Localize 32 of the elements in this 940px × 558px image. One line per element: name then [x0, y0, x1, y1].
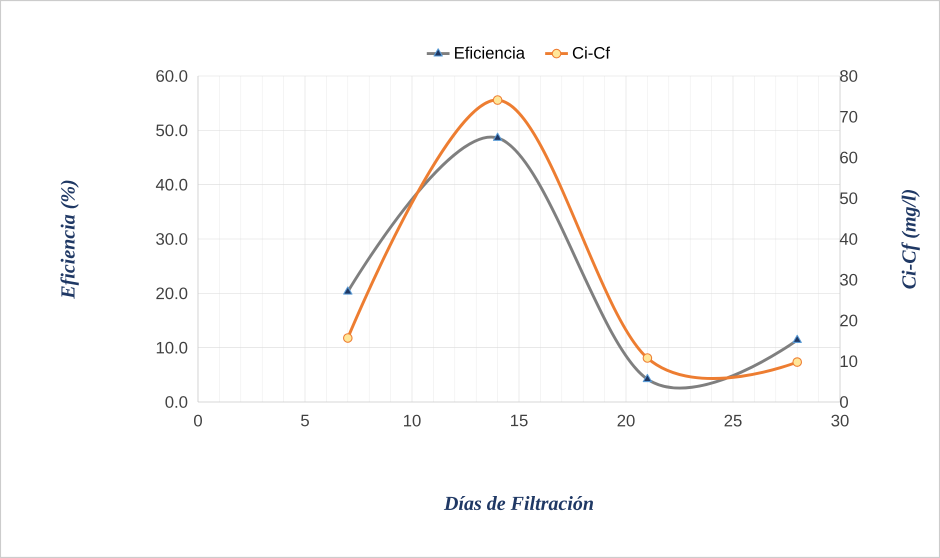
y-tick-label: 0.0: [165, 396, 188, 408]
x-axis-title: Días de Filtración: [444, 496, 594, 510]
y-tick-label: 30.0: [156, 233, 188, 245]
y2-tick-label: 50: [840, 192, 858, 204]
y2-tick-label: 60: [840, 152, 858, 164]
y2-tick-label: 40: [840, 233, 858, 245]
y2-tick-label: 30: [840, 274, 858, 286]
y2-tick-label: 70: [840, 110, 858, 123]
x-tick-label: 10: [404, 414, 421, 427]
y-tick-label: 60.0: [156, 70, 188, 82]
x-tick-label: 15: [511, 414, 528, 426]
y2-tick-label: 10: [840, 355, 858, 368]
y2-tick-label: 0: [840, 396, 848, 408]
x-tick-label: 5: [301, 414, 309, 426]
y-axis-title: Eficiencia (%): [60, 180, 79, 299]
y-tick-label: 20.0: [156, 287, 188, 300]
point: [642, 353, 652, 363]
x-tick-label: 25: [724, 414, 742, 427]
point: [492, 95, 502, 105]
y2-tick-label: 80: [840, 70, 858, 82]
x-tick-label: 30: [831, 414, 849, 427]
y2-tick-label: 20: [840, 314, 858, 326]
point: [343, 333, 353, 343]
x-tick-label: 0: [194, 414, 202, 427]
x-tick-label: 20: [618, 414, 635, 427]
y2-axis-title: Ci-Cf (mg/l): [901, 190, 920, 289]
legend-label: Eficiencia: [455, 46, 526, 59]
y-tick-label: 10.0: [156, 342, 188, 354]
point: [792, 357, 802, 367]
y-tick-label: 50.0: [156, 124, 188, 136]
y-tick-label: 40.0: [156, 178, 188, 191]
legend-label: Ci-Cf: [572, 46, 610, 59]
